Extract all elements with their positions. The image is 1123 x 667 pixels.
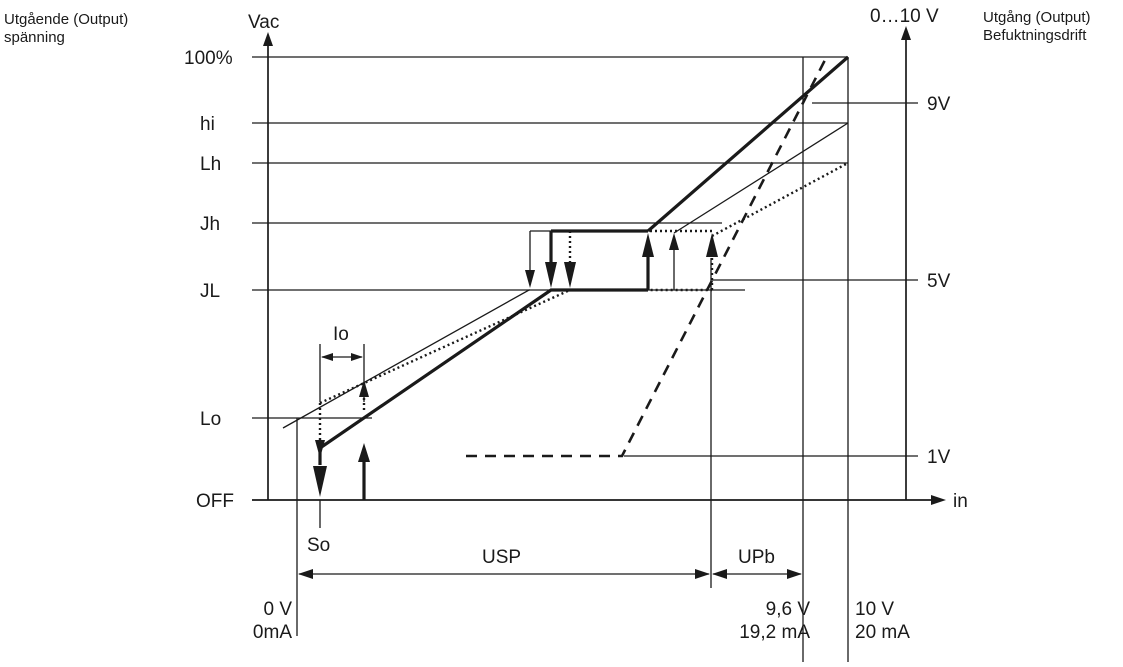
left-level-labels: 100% hi Lh Jh JL Lo OFF: [184, 48, 234, 512]
level-label-off: OFF: [196, 491, 234, 512]
scale-label-9-6v: 9,6 V: [766, 599, 811, 620]
thick-down-arrowhead: [545, 262, 557, 288]
level-label-1v: 1V: [927, 447, 951, 468]
right-axis-top-label: 0…10 V: [870, 6, 939, 27]
dotted-curve-upper: [711, 161, 849, 238]
x-axis-arrowhead: [931, 495, 946, 505]
usp-arrowhead-left: [298, 569, 313, 579]
marker-label-so: So: [307, 535, 330, 556]
thin-curve-lower: [282, 289, 530, 429]
dimension-arrows: [298, 353, 802, 579]
axes: [252, 26, 946, 505]
level-label-lo: Lo: [200, 409, 221, 430]
scale-label-0v: 0 V: [263, 599, 292, 620]
right-axis-caption-line2: Befuktningsdrift: [983, 27, 1087, 44]
marker-label-usp: USP: [482, 547, 521, 568]
usp-arrowhead-right: [695, 569, 710, 579]
y-axis-right-arrowhead: [901, 26, 911, 40]
x-axis-label: in: [953, 491, 968, 512]
level-label-jh: Jh: [200, 214, 220, 235]
right-axis-caption-line1: Utgång (Output): [983, 9, 1091, 26]
level-label-jl: JL: [200, 281, 220, 302]
bottom-scale-labels: 0 V 0mA 9,6 V 19,2 mA 10 V 20 mA: [253, 599, 910, 643]
switching-arrows: [313, 233, 718, 500]
dotted-on-up-arrowhead: [359, 380, 369, 397]
thick-curve-lower: [318, 288, 648, 465]
dotted-up-arrowhead: [706, 233, 718, 257]
thick-up-arrowhead: [642, 233, 654, 257]
characteristic-curves: [282, 55, 850, 465]
left-axis-unit: Vac: [248, 12, 279, 33]
scale-label-10v: 10 V: [855, 599, 894, 620]
level-label-9v: 9V: [927, 94, 951, 115]
thin-curve-upper: [673, 122, 849, 234]
left-axis-caption-line1: Utgående (Output): [4, 11, 128, 28]
right-level-labels: 9V 5V 1V: [927, 94, 951, 468]
thin-up-arrowhead: [669, 233, 679, 250]
level-label-100: 100%: [184, 48, 233, 69]
dashed-output-curve: [466, 59, 827, 458]
scale-label-20ma: 20 mA: [855, 622, 910, 643]
level-label-lh: Lh: [200, 154, 221, 175]
vertical-reference-lines: [296, 57, 849, 662]
thin-down-arrowhead: [525, 270, 535, 288]
scale-label-19-2ma: 19,2 mA: [739, 622, 810, 643]
upb-arrowhead-left: [712, 569, 727, 579]
marker-label-upb: UPb: [738, 547, 775, 568]
left-axis-caption-line2: spänning: [4, 29, 65, 46]
level-label-hi: hi: [200, 114, 215, 135]
dotted-down-arrowhead: [564, 262, 576, 288]
level-label-5v: 5V: [927, 271, 951, 292]
off-down-arrowhead: [313, 466, 327, 497]
axis-captions: Utgående (Output) spänning Vac 0…10 V Ut…: [4, 6, 1091, 512]
upb-arrowhead-right: [787, 569, 802, 579]
thick-curve-upper: [646, 55, 850, 233]
marker-label-io: Io: [333, 324, 349, 345]
dotted-off-down-arrowhead: [315, 440, 325, 458]
dotted-curve-lower: [319, 288, 712, 405]
io-arrowhead-left: [321, 353, 333, 361]
scale-label-0ma: 0mA: [253, 622, 292, 643]
y-axis-left-arrowhead: [263, 32, 273, 46]
on-up-arrowhead: [358, 443, 370, 462]
level-lines: [252, 56, 918, 457]
marker-labels: Io So USP UPb: [307, 324, 775, 568]
io-arrowhead-right: [351, 353, 363, 361]
